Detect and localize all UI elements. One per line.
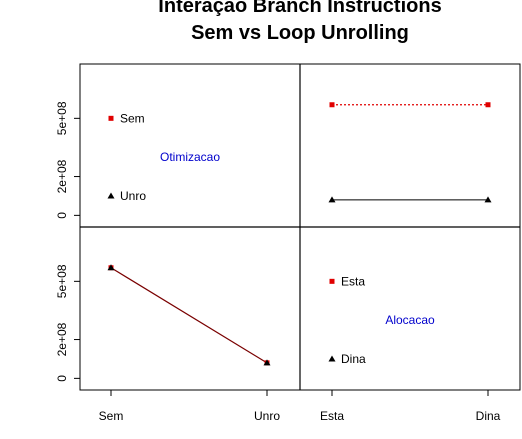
y-axis-bottom: 0 2e+08 5e+08 (55, 264, 81, 382)
y-tick-label-bottom-2: 5e+08 (55, 264, 69, 298)
legend-sem-marker (108, 115, 114, 121)
y-tick-label-bottom-1: 2e+08 (55, 322, 69, 356)
chart-title-line-1: Interação Branch Instructions (158, 0, 441, 17)
point-sem-dina (485, 102, 491, 108)
y-tick-label-top-0: 0 (55, 212, 69, 219)
y-axis-top: 0 2e+08 5e+08 (55, 101, 81, 219)
point-otim-unro-overlay (263, 359, 271, 366)
legend-esta-marker (329, 278, 335, 284)
point-unro-dina (484, 196, 492, 203)
y-tick-label-bottom-0: 0 (55, 375, 69, 382)
x-tick-label-dina: Dina (476, 409, 501, 423)
factor-label-alocacao: Alocacao (385, 313, 435, 327)
y-tick-label-top-1: 2e+08 (55, 159, 69, 193)
chart-title-line-2: Sem vs Loop Unrolling (191, 22, 409, 44)
x-tick-label-sem: Sem (99, 409, 124, 423)
legend-dina-marker (328, 355, 336, 362)
panel-bottom-left (107, 264, 271, 366)
point-unro-esta (328, 196, 336, 203)
y-tick-label-top-2: 5e+08 (55, 101, 69, 135)
factor-label-otimizacao: Otimizacao (160, 150, 220, 164)
legend-dina-label: Dina (341, 352, 366, 366)
x-tick-label-unro: Unro (254, 409, 280, 423)
legend-sem-label: Sem (120, 111, 145, 125)
x-axis: Sem Unro Esta Dina (99, 389, 501, 423)
series-line-otimizacao (110, 267, 268, 364)
panel-bottom-right: Esta Dina Alocacao (328, 274, 435, 366)
legend-esta-label: Esta (341, 274, 365, 288)
legend-unro-label: Unro (120, 189, 146, 203)
point-otim-sem-overlay (107, 264, 115, 271)
legend-unro-marker (107, 192, 115, 199)
x-tick-label-esta: Esta (320, 409, 344, 423)
panel-top-left: Sem Unro Otimizacao (107, 111, 220, 203)
point-sem-esta (329, 102, 335, 108)
panel-top-right (328, 102, 492, 203)
